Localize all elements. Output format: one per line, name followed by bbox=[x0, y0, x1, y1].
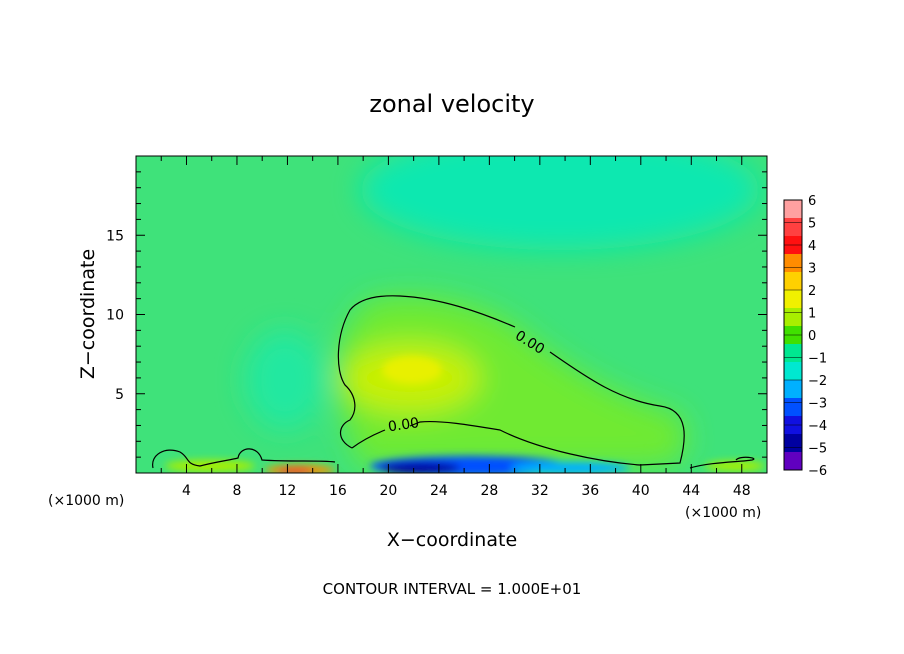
field-positive-body bbox=[337, 296, 686, 465]
y-axis-label: Z−coordinate bbox=[77, 249, 99, 379]
field-right-positive bbox=[705, 461, 765, 471]
x-tick-label: 40 bbox=[632, 483, 650, 499]
colorbar-swatch bbox=[784, 380, 802, 399]
x-unit-left: (×1000 m) bbox=[48, 493, 124, 509]
colorbar-label: 3 bbox=[808, 262, 816, 277]
x-tick-label: 36 bbox=[581, 483, 599, 499]
colorbar-swatch bbox=[784, 434, 802, 453]
colorbar-swatch bbox=[784, 272, 802, 291]
x-tick-label: 48 bbox=[733, 483, 751, 499]
chart-title: zonal velocity bbox=[369, 90, 534, 118]
colorbar-swatch bbox=[784, 362, 802, 381]
field-core-peak bbox=[382, 356, 442, 384]
colorbar-label: 1 bbox=[808, 307, 816, 322]
x-axis: 4 8 12 16 20 24 28 32 36 40 44 48 bbox=[160, 156, 768, 499]
colorbar-label: 0 bbox=[808, 329, 816, 344]
y-tick-label: 15 bbox=[106, 228, 124, 244]
x-tick-label: 12 bbox=[279, 483, 297, 499]
x-unit-right: (×1000 m) bbox=[685, 505, 761, 521]
colorbar-label: −4 bbox=[808, 419, 827, 434]
x-axis-label: X−coordinate bbox=[387, 529, 517, 551]
y-tick-label: 5 bbox=[115, 387, 124, 403]
colorbar: 6 5 4 3 2 1 0 −1 −2 −3 −4 −5 −6 bbox=[783, 194, 827, 479]
x-tick-label: 8 bbox=[232, 483, 241, 499]
field-surface-strong bbox=[380, 462, 460, 473]
contour-interval-note: CONTOUR INTERVAL = 1.000E+01 bbox=[323, 580, 582, 598]
y-tick-label: 10 bbox=[106, 308, 124, 324]
colorbar-label: −5 bbox=[808, 442, 827, 457]
colorbar-swatch bbox=[784, 344, 802, 363]
field-left-negative bbox=[245, 330, 325, 430]
x-tick-label: 32 bbox=[531, 483, 549, 499]
colorbar-label: 6 bbox=[808, 194, 816, 209]
colorbar-swatch bbox=[784, 398, 802, 417]
field-surface-peak bbox=[277, 468, 313, 473]
x-tick-label: 24 bbox=[430, 483, 448, 499]
x-tick-label: 44 bbox=[682, 483, 700, 499]
colorbar-swatch bbox=[784, 218, 802, 237]
colorbar-label: 4 bbox=[808, 239, 816, 254]
colorbar-swatch bbox=[784, 200, 802, 219]
colorbar-swatch bbox=[784, 308, 802, 327]
x-tick-label: 28 bbox=[480, 483, 498, 499]
colorbar-label: 5 bbox=[808, 217, 816, 232]
colorbar-label: −1 bbox=[808, 352, 827, 367]
x-tick-label: 16 bbox=[329, 483, 347, 499]
contour-label-lower: 0.00 bbox=[387, 415, 420, 435]
colorbar-label: −3 bbox=[808, 397, 827, 412]
x-tick-label: 20 bbox=[379, 483, 397, 499]
field-upper-negative bbox=[360, 156, 760, 250]
colorbar-swatch bbox=[784, 290, 802, 309]
field-surface-weak bbox=[510, 462, 630, 473]
x-tick-label: 4 bbox=[182, 483, 191, 499]
zero-contour-surface bbox=[152, 448, 755, 469]
colorbar-swatch bbox=[784, 254, 802, 273]
zero-contour-main bbox=[337, 295, 685, 466]
colorbar-label: 2 bbox=[808, 284, 816, 299]
y-axis: 5 10 15 bbox=[106, 171, 767, 458]
colorbar-swatch bbox=[784, 452, 802, 471]
field-left-positive bbox=[165, 460, 255, 472]
colorbar-label: −6 bbox=[808, 464, 827, 479]
colorbar-label: −2 bbox=[808, 374, 827, 389]
